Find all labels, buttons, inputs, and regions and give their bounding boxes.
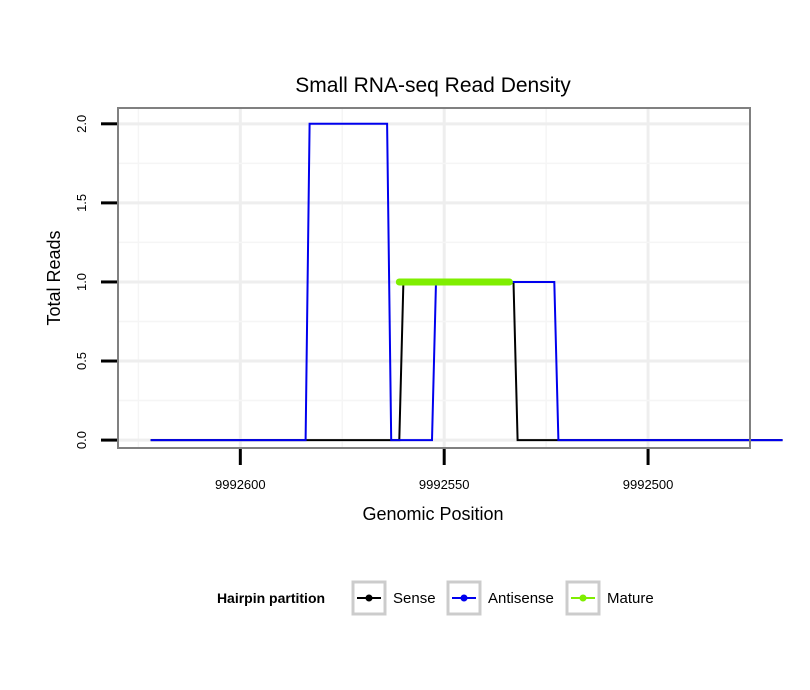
legend-entry-antisense: Antisense (446, 580, 554, 616)
chart-title: Small RNA-seq Read Density (295, 74, 571, 97)
legend-title: Hairpin partition (217, 590, 325, 606)
x-tick-label: 9992600 (215, 477, 266, 492)
series-layer (150, 122, 783, 442)
y-axis-label: Total Reads (44, 230, 64, 325)
y-tick-label: 0.0 (74, 431, 89, 449)
legend-entry-sense: Sense (351, 580, 436, 616)
legend-entry-mature: Mature (565, 580, 654, 616)
legend-label-antisense: Antisense (488, 590, 554, 607)
series-antisense (150, 122, 783, 442)
legend-key-mature-point (579, 594, 587, 602)
x-tick-label: 9992500 (623, 477, 674, 492)
x-tick-label: 9992550 (419, 477, 470, 492)
legend: Hairpin partition Sense Antisense Mature (217, 580, 654, 616)
legend-label-sense: Sense (393, 590, 436, 607)
plot-panel-border (117, 107, 751, 449)
y-tick-label: 1.0 (74, 273, 89, 291)
legend-key-sense-point (365, 594, 373, 602)
y-tick-label: 1.5 (74, 194, 89, 212)
legend-key-antisense-point (460, 594, 468, 602)
x-axis: 9992600 9992550 9992500 (215, 449, 673, 492)
x-axis-label: Genomic Position (362, 504, 503, 524)
y-axis: 0.0 0.5 1.0 1.5 2.0 (74, 115, 117, 449)
y-tick-label: 2.0 (74, 115, 89, 133)
legend-label-mature: Mature (607, 590, 654, 607)
y-tick-label: 0.5 (74, 352, 89, 370)
